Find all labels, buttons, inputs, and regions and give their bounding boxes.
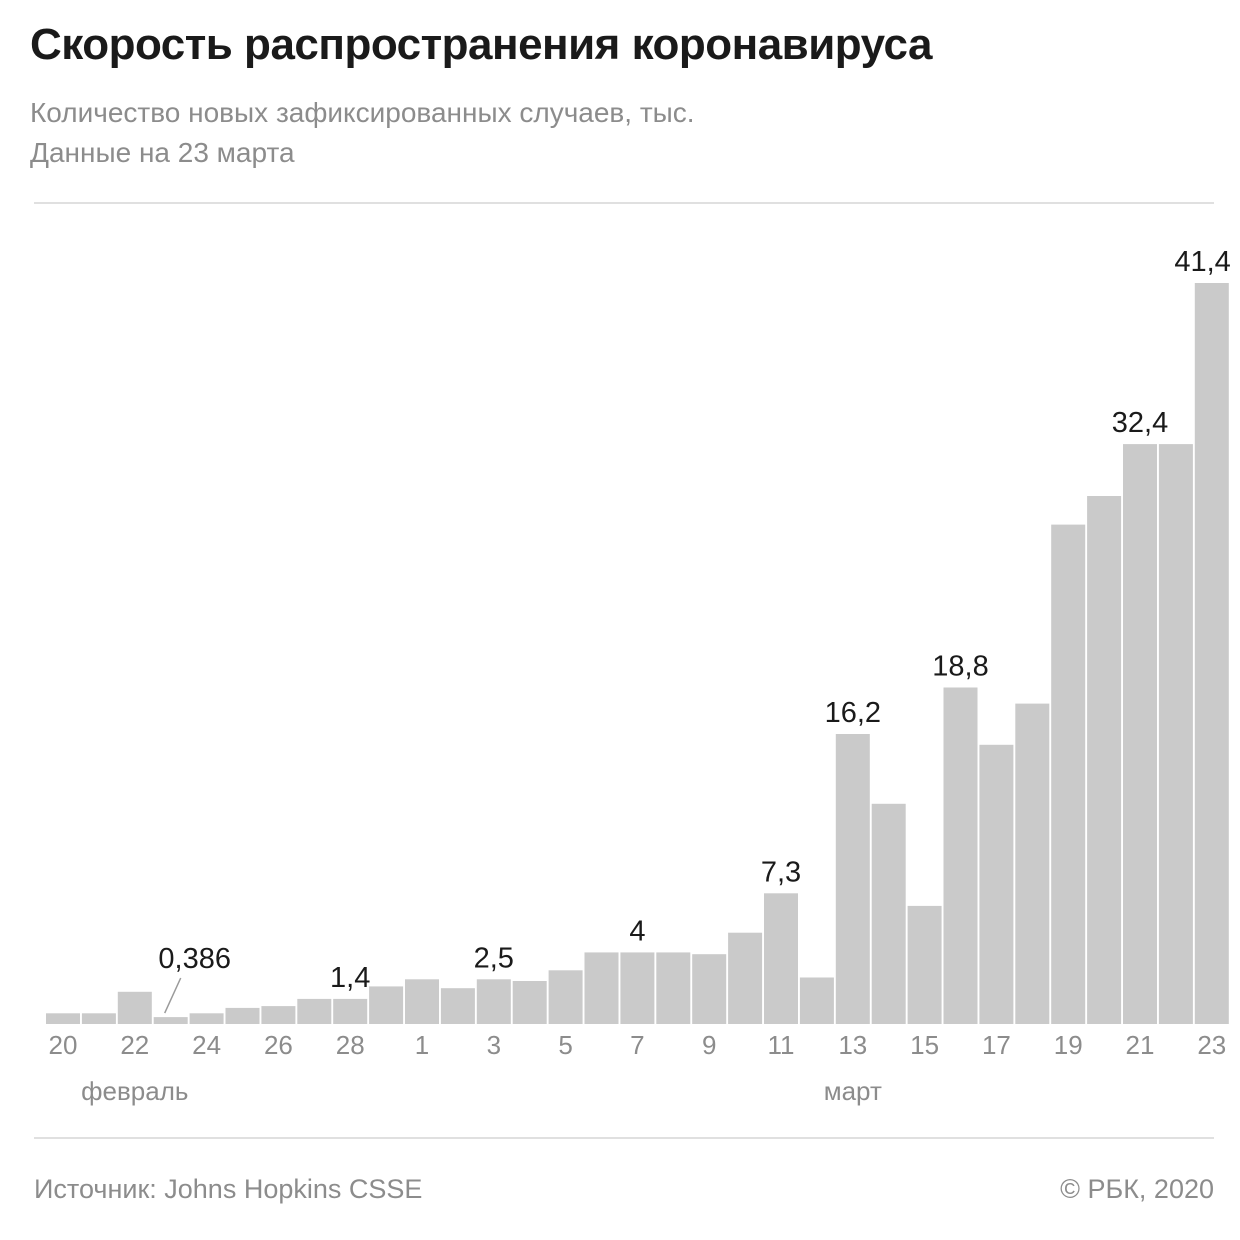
bar (261, 1006, 296, 1024)
bar (1123, 444, 1157, 1025)
bar (548, 970, 583, 1024)
bar (440, 988, 475, 1024)
data-date-note: Данные на 23 марта (30, 137, 295, 168)
x-tick-label: 5 (558, 1030, 572, 1060)
bar (1158, 444, 1193, 1025)
bar (1194, 283, 1229, 1024)
bar (512, 981, 547, 1024)
x-tick-label: 24 (192, 1030, 221, 1060)
x-tick-label: 9 (702, 1030, 716, 1060)
bar (225, 1007, 260, 1024)
copyright-note: © РБК, 2020 (1060, 1174, 1214, 1204)
bar (117, 991, 152, 1024)
bar (943, 687, 978, 1024)
x-tick-label: 1 (415, 1030, 429, 1060)
bar (1087, 496, 1122, 1024)
bar (871, 803, 906, 1024)
chart-title: Скорость распространения коронавируса (30, 20, 932, 69)
bottom-divider (34, 1137, 1214, 1139)
bar (764, 893, 798, 1024)
bar (46, 1013, 80, 1024)
data-label: 1,4 (330, 962, 370, 994)
x-tick-label: 20 (49, 1030, 78, 1060)
bar (656, 952, 691, 1024)
bar (979, 744, 1014, 1024)
x-tick-label: 28 (336, 1030, 365, 1060)
data-label: 16,2 (825, 697, 881, 729)
bar (405, 979, 439, 1024)
data-label: 7,3 (761, 856, 801, 888)
source-note: Источник: Johns Hopkins CSSE (34, 1174, 423, 1204)
x-tick-label: 21 (1126, 1030, 1155, 1060)
bar (1015, 703, 1050, 1024)
data-label: 4 (629, 915, 645, 947)
data-label: 32,4 (1112, 407, 1168, 439)
x-tick-label: 13 (838, 1030, 867, 1060)
data-label: 2,5 (474, 942, 514, 974)
x-tick-label: 23 (1197, 1030, 1226, 1060)
bar (584, 952, 619, 1024)
bar (369, 986, 404, 1024)
chart-subtitle: Количество новых зафиксированных случаев… (30, 97, 695, 128)
month-label: февраль (81, 1076, 188, 1106)
data-label: 18,8 (932, 651, 988, 683)
bar (333, 998, 368, 1024)
data-label: 0,386 (158, 943, 231, 975)
bar (692, 954, 727, 1024)
x-tick-label: 26 (264, 1030, 293, 1060)
bar (620, 952, 655, 1024)
bar (835, 734, 870, 1024)
data-label: 41,4 (1174, 246, 1230, 278)
bar (189, 1013, 224, 1024)
annotation-leader-line (164, 977, 182, 1014)
x-tick-label: 3 (487, 1030, 501, 1060)
top-divider (34, 202, 1214, 204)
x-tick-label: 7 (630, 1030, 644, 1060)
bar (799, 977, 834, 1024)
x-tick-label: 11 (768, 1030, 795, 1060)
bar (728, 932, 763, 1024)
x-tick-label: 17 (982, 1030, 1011, 1060)
bar (153, 1017, 188, 1024)
x-tick-label: 22 (120, 1030, 149, 1060)
bar (476, 979, 511, 1024)
bar (297, 998, 332, 1024)
x-tick-label: 15 (910, 1030, 939, 1060)
bar (907, 905, 942, 1024)
bar (1051, 524, 1086, 1024)
bar (81, 1013, 116, 1024)
x-tick-label: 19 (1054, 1030, 1083, 1060)
month-label: март (824, 1076, 882, 1106)
